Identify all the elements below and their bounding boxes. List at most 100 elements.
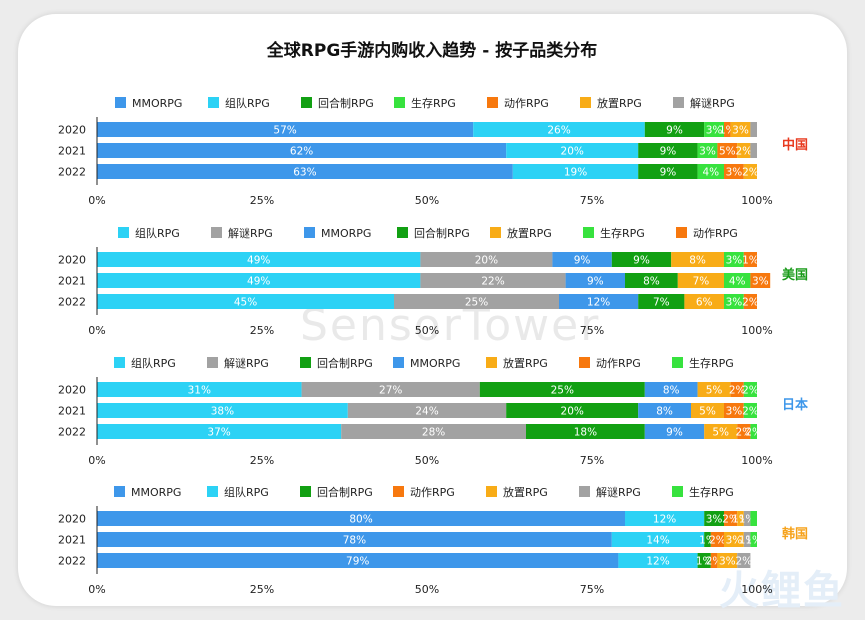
bar-segment	[717, 553, 738, 568]
segment-label: 3%	[726, 255, 743, 267]
segment-label: 1%	[745, 535, 762, 547]
segment-label: 57%	[273, 125, 296, 137]
bar-segment	[420, 273, 566, 288]
year-label: 2020	[58, 384, 86, 397]
x-tick-label: 0%	[88, 194, 105, 207]
segment-label: 1%	[742, 255, 759, 267]
x-tick-label: 100%	[741, 324, 772, 337]
legend-label: 回合制RPG	[318, 96, 374, 110]
bar-segment	[625, 511, 705, 526]
segment-label: 4%	[702, 167, 719, 179]
segment-label: 3%	[699, 146, 716, 158]
bar-segment	[750, 143, 757, 158]
segment-label: 45%	[234, 297, 257, 309]
bar-segment	[724, 273, 751, 288]
segment-label: 9%	[666, 427, 683, 439]
year-label: 2022	[58, 296, 86, 309]
segment-label: 62%	[290, 146, 313, 158]
bar-segment	[341, 424, 526, 439]
segment-label: 8%	[689, 255, 706, 267]
year-label: 2022	[58, 166, 86, 179]
segment-label: 2%	[735, 146, 752, 158]
bar-segment	[743, 252, 757, 267]
bar-segment	[724, 294, 744, 309]
segment-label: 7%	[693, 276, 710, 288]
segment-label: 5%	[699, 406, 716, 418]
bar-segment	[97, 424, 342, 439]
segment-label: 2%	[742, 406, 759, 418]
bar-segment	[724, 403, 744, 418]
bar-segment	[479, 382, 645, 397]
segment-label: 19%	[564, 167, 587, 179]
legend-label: MMORPG	[321, 227, 371, 240]
bar-segment	[512, 164, 639, 179]
segment-label: 3%	[752, 276, 769, 288]
legend-label: 放置RPG	[597, 96, 642, 110]
segment-label: 20%	[475, 255, 498, 267]
bar-segment	[743, 382, 757, 397]
x-tick-label: 25%	[250, 583, 274, 596]
legend-swatch	[300, 357, 311, 368]
corner-logo-text: 火鲤鱼	[719, 568, 845, 614]
legend-label: 解谜RPG	[228, 226, 273, 240]
segment-label: 3%	[726, 406, 743, 418]
legend-label: 回合制RPG	[317, 356, 373, 370]
segment-label: 26%	[547, 125, 570, 137]
legend-label: 组队RPG	[131, 356, 176, 370]
legend-swatch	[672, 357, 683, 368]
legend-swatch	[487, 97, 498, 108]
legend-swatch	[672, 486, 683, 497]
legend-label: 解谜RPG	[596, 485, 641, 499]
legend-swatch	[579, 486, 590, 497]
segment-label: 8%	[643, 276, 660, 288]
legend-swatch	[394, 97, 405, 108]
bar-segment	[677, 273, 724, 288]
bar-segment	[97, 164, 513, 179]
segment-label: 9%	[574, 255, 591, 267]
bar-segment	[697, 382, 731, 397]
segment-label: 12%	[653, 514, 676, 526]
legend-label: 生存RPG	[689, 356, 734, 370]
legend-swatch	[114, 357, 125, 368]
bar-segment	[97, 511, 625, 526]
legend-label: 动作RPG	[410, 486, 455, 499]
bar-segment	[97, 382, 302, 397]
chart-title: 全球RPG手游内购收入趋势 - 按子品类分布	[266, 40, 597, 61]
segment-label: 2%	[722, 514, 739, 526]
corner-logo: 火鲤鱼	[719, 558, 845, 616]
bar-segment	[97, 252, 421, 267]
year-label: 2021	[58, 405, 86, 418]
segment-label: 38%	[211, 406, 234, 418]
segment-label: 2%	[742, 167, 759, 179]
legend-swatch	[486, 486, 497, 497]
bar-segment	[691, 403, 724, 418]
legend-swatch	[580, 97, 591, 108]
bar-segment	[625, 273, 678, 288]
bar-segment	[684, 294, 724, 309]
bar-segment	[743, 403, 757, 418]
bar-segment	[97, 273, 421, 288]
legend-label: MMORPG	[410, 357, 460, 370]
segment-label: 31%	[188, 385, 211, 397]
x-tick-label: 0%	[88, 324, 105, 337]
bar-segment	[618, 553, 698, 568]
bar-segment	[724, 122, 731, 137]
bar-segment	[750, 511, 757, 526]
bar-segment	[559, 294, 639, 309]
bar-segment	[750, 532, 757, 547]
legend-label: 生存RPG	[411, 96, 456, 110]
segment-label: 9%	[660, 146, 677, 158]
bar-segment	[638, 143, 698, 158]
bar-segment	[743, 164, 757, 179]
segment-label: 25%	[551, 385, 574, 397]
segment-label: 14%	[646, 535, 669, 547]
year-label: 2021	[58, 275, 86, 288]
bar-segment	[750, 273, 771, 288]
legend-swatch	[673, 97, 684, 108]
bar-segment	[704, 511, 724, 526]
x-tick-label: 75%	[580, 583, 604, 596]
bar-segment	[97, 403, 348, 418]
bar-segment	[697, 164, 724, 179]
segment-label: 1%	[696, 556, 713, 568]
bar-segment	[743, 511, 751, 526]
